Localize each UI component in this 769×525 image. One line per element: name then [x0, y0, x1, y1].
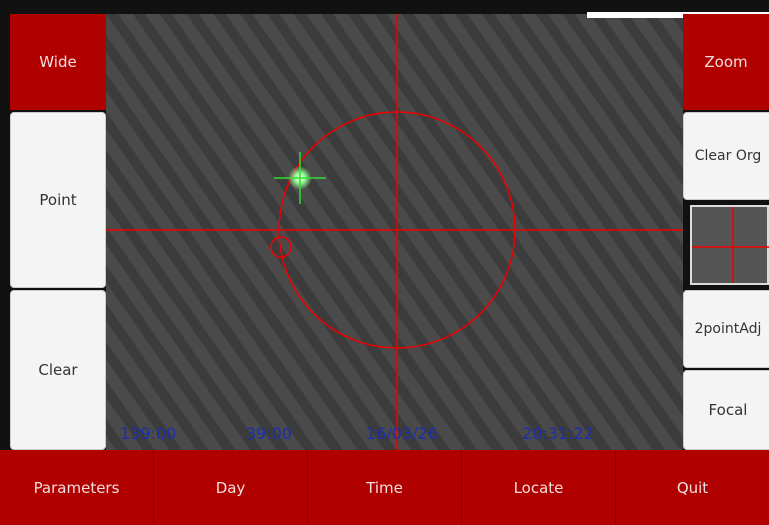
app-screen: Wide Point Clear Zoom Clear Org 2pointAd…	[0, 0, 769, 525]
overlay-text: 139:00	[120, 424, 176, 443]
locate-button[interactable]: Locate	[462, 450, 616, 525]
point-button[interactable]: Point	[10, 112, 106, 288]
overlay-text: 20:31:22	[522, 424, 594, 443]
day-button[interactable]: Day	[154, 450, 308, 525]
overlay-text: 39:00	[246, 424, 292, 443]
overlay-text: 16/03/26	[366, 424, 438, 443]
clear-button[interactable]: Clear	[10, 290, 106, 450]
focal-button[interactable]: Focal	[683, 370, 769, 450]
time-button[interactable]: Time	[308, 450, 462, 525]
bottom-bar: Parameters Day Time Locate Quit	[0, 450, 769, 525]
camera-view	[106, 14, 683, 450]
parameters-button[interactable]: Parameters	[0, 450, 154, 525]
thumbnail[interactable]	[690, 205, 769, 285]
clear-org-button[interactable]: Clear Org	[683, 112, 769, 200]
two-point-adj-button[interactable]: 2pointAdj	[683, 290, 769, 368]
wide-button[interactable]: Wide	[10, 14, 106, 110]
zoom-button[interactable]: Zoom	[683, 14, 769, 110]
quit-button[interactable]: Quit	[616, 450, 769, 525]
